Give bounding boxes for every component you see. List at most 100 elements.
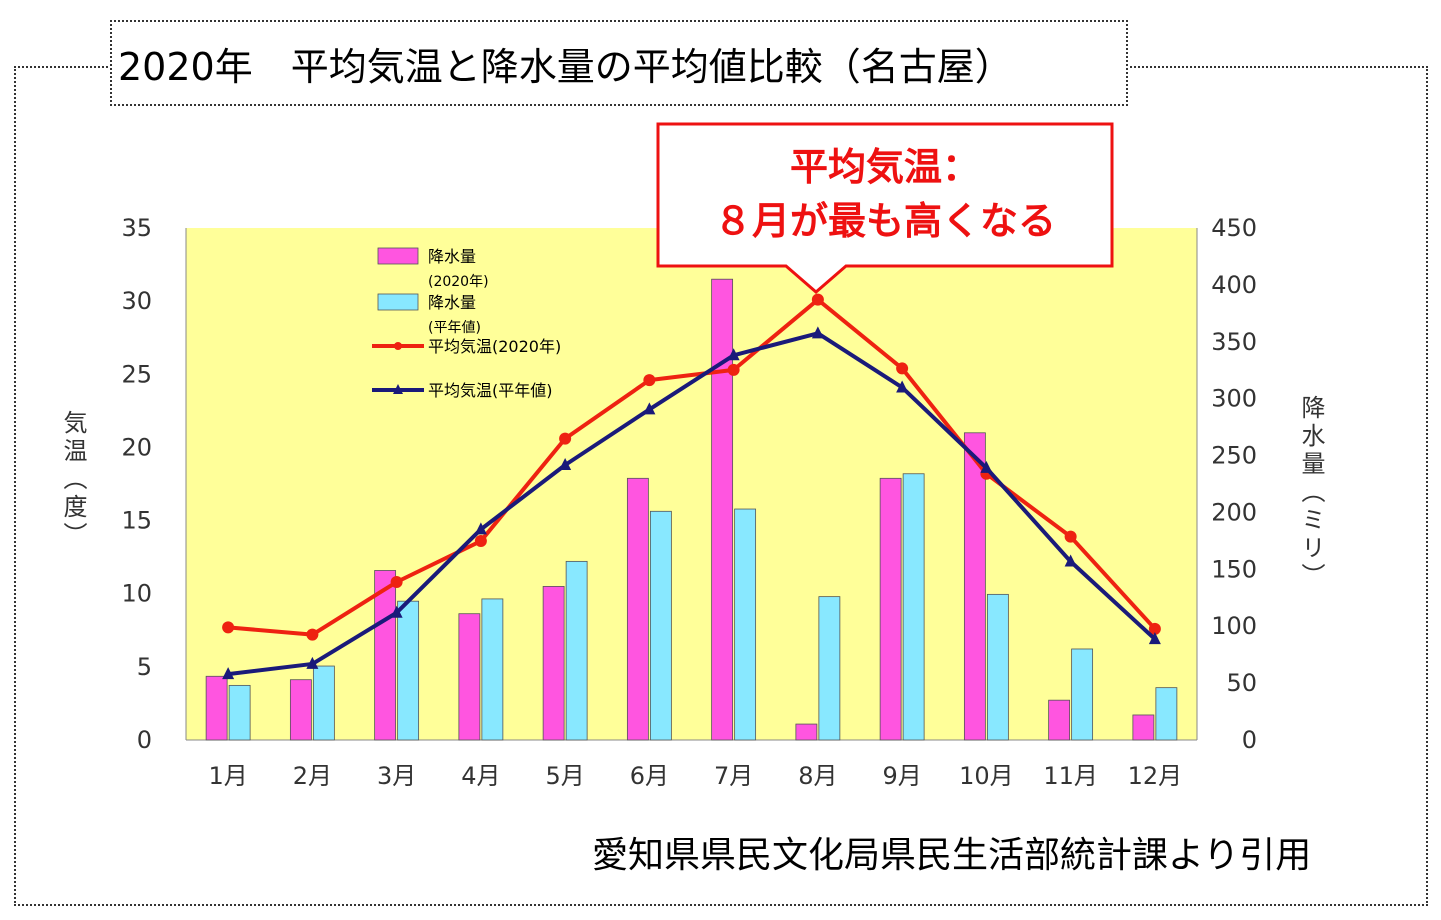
point-temp-normal-6 bbox=[643, 402, 656, 415]
point-temp-normal-5 bbox=[559, 457, 572, 470]
point-temp-normal-8 bbox=[811, 326, 824, 339]
y-left-tick-5: 5 bbox=[137, 653, 152, 681]
legend-items: 降水量 (2020年) 降水量 (平年値)平均気温(2020年) 平均気温(平年値) bbox=[372, 247, 561, 400]
x-tick-11: 11月 bbox=[1043, 762, 1098, 790]
bar-rain-2020-3 bbox=[374, 570, 397, 741]
point-temp-2020-6 bbox=[643, 374, 656, 387]
x-tick-5: 5月 bbox=[545, 762, 584, 790]
y-right-tick-300: 300 bbox=[1211, 385, 1257, 413]
point-temp-2020-3 bbox=[390, 576, 403, 589]
x-tick-12: 12月 bbox=[1128, 762, 1183, 790]
legend-label-4: 平均気温(平年値) bbox=[428, 381, 553, 400]
bar-rain-2020-4 bbox=[458, 613, 481, 741]
bar-rain-2020-5 bbox=[542, 586, 565, 741]
y-left-tick-20: 20 bbox=[121, 433, 152, 461]
bar-rain-normal-6 bbox=[649, 510, 672, 741]
y-right-tick-100: 100 bbox=[1211, 612, 1257, 640]
bar-rain-normal-2 bbox=[312, 665, 335, 741]
x-tick-9: 9月 bbox=[882, 762, 921, 790]
bar-rain-normal-5 bbox=[565, 560, 588, 741]
plot-background bbox=[186, 228, 1197, 740]
callout: 平均気温： ８月が最も高くなる bbox=[660, 140, 1110, 248]
x-tick-3: 3月 bbox=[377, 762, 416, 790]
line-temp-normal bbox=[227, 331, 1157, 677]
point-temp-2020-4 bbox=[474, 535, 487, 548]
legend-label-1: 降水量 bbox=[428, 247, 476, 266]
y-left-tick-30: 30 bbox=[121, 287, 152, 315]
bar-rain-2020-7 bbox=[711, 278, 734, 741]
y-left-tick-10: 10 bbox=[121, 580, 152, 608]
bars bbox=[205, 278, 1178, 741]
y-left-tick-35: 35 bbox=[121, 214, 152, 242]
y-right-tick-0: 0 bbox=[1242, 726, 1257, 754]
y-right-tick-250: 250 bbox=[1211, 442, 1257, 470]
point-temp-normal-7 bbox=[727, 348, 740, 361]
point-temp-2020-5 bbox=[559, 432, 572, 445]
legend-sublabel-1: (2020年) bbox=[428, 274, 489, 290]
plot-area bbox=[185, 228, 1198, 741]
x-tick-1: 1月 bbox=[208, 762, 247, 790]
point-temp-normal-1 bbox=[222, 667, 235, 680]
bar-rain-2020-2 bbox=[289, 679, 312, 741]
bar-rain-2020-6 bbox=[626, 477, 649, 741]
point-temp-2020-1 bbox=[222, 621, 235, 634]
point-temp-normal-4 bbox=[474, 522, 487, 535]
ticks: 0510152025303505010015020025030035040045… bbox=[121, 214, 1257, 790]
bar-rain-normal-8 bbox=[818, 596, 841, 741]
legend-label-3: 平均気温(2020年) bbox=[428, 337, 561, 356]
legend-marker-4 bbox=[393, 384, 403, 394]
y-right-tick-400: 400 bbox=[1211, 271, 1257, 299]
y-right-tick-50: 50 bbox=[1226, 669, 1257, 697]
point-temp-normal-10 bbox=[980, 460, 993, 473]
point-temp-normal-2 bbox=[306, 656, 319, 669]
point-temp-normal-12 bbox=[1148, 632, 1161, 645]
x-tick-2: 2月 bbox=[293, 762, 332, 790]
point-temp-2020-7 bbox=[727, 363, 740, 376]
legend-swatch-1 bbox=[377, 247, 419, 265]
legend-marker-3 bbox=[394, 342, 402, 350]
y-right-tick-350: 350 bbox=[1211, 328, 1257, 356]
point-temp-2020-8 bbox=[811, 293, 824, 306]
y-right-tick-450: 450 bbox=[1211, 214, 1257, 242]
bar-rain-normal-7 bbox=[734, 508, 757, 741]
x-tick-6: 6月 bbox=[630, 762, 669, 790]
bar-rain-2020-10 bbox=[963, 432, 986, 741]
callout-line1: 平均気温： bbox=[789, 145, 980, 189]
y-left-tick-0: 0 bbox=[137, 726, 152, 754]
source-note: 愛知県県民文化局県民生活部統計課より引用 bbox=[592, 835, 1312, 876]
point-temp-2020-11 bbox=[1064, 530, 1077, 543]
page-title: 2020年 平均気温と降水量の平均値比較（名古屋） bbox=[118, 45, 1013, 89]
bar-rain-2020-9 bbox=[879, 477, 902, 741]
legend-label-2: 降水量 bbox=[428, 293, 476, 312]
x-tick-7: 7月 bbox=[714, 762, 753, 790]
y-axis-left-title: 気温（度） bbox=[59, 410, 87, 550]
legend-sublabel-2: (平年値) bbox=[428, 320, 481, 336]
y-axis-right-title: 降水量（ミリ） bbox=[1297, 395, 1325, 591]
point-temp-2020-2 bbox=[306, 628, 319, 641]
x-tick-4: 4月 bbox=[461, 762, 500, 790]
x-tick-8: 8月 bbox=[798, 762, 837, 790]
legend-swatch-2 bbox=[377, 293, 419, 311]
bar-rain-normal-9 bbox=[902, 473, 925, 741]
point-temp-normal-11 bbox=[1064, 554, 1077, 567]
point-temp-normal-3 bbox=[390, 605, 403, 618]
y-left-tick-15: 15 bbox=[121, 507, 152, 535]
callout-line2: ８月が最も高くなる bbox=[713, 199, 1056, 243]
lines bbox=[222, 293, 1161, 680]
point-temp-2020-9 bbox=[896, 362, 909, 375]
point-temp-2020-12 bbox=[1148, 622, 1161, 635]
y-left-tick-25: 25 bbox=[121, 360, 152, 388]
bar-rain-normal-1 bbox=[228, 684, 251, 741]
bar-rain-normal-4 bbox=[481, 598, 504, 741]
bar-rain-normal-12 bbox=[1155, 687, 1178, 741]
point-temp-normal-9 bbox=[896, 380, 909, 393]
bar-rain-normal-3 bbox=[397, 600, 420, 741]
y-right-tick-200: 200 bbox=[1211, 498, 1257, 526]
bar-rain-2020-1 bbox=[205, 675, 228, 741]
y-right-tick-150: 150 bbox=[1211, 555, 1257, 583]
bar-rain-2020-8 bbox=[795, 723, 818, 741]
bar-rain-2020-11 bbox=[1048, 699, 1071, 741]
bar-rain-2020-12 bbox=[1132, 714, 1155, 741]
title-box: 2020年 平均気温と降水量の平均値比較（名古屋） bbox=[110, 20, 1128, 106]
